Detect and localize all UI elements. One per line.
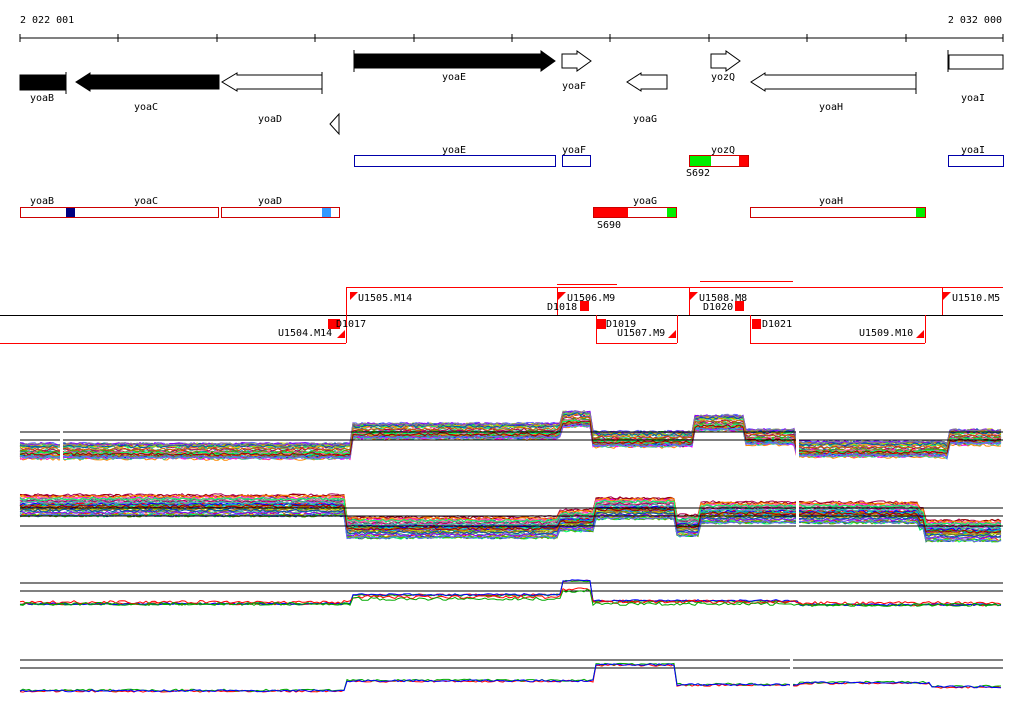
coordinate-ruler: 2 022 001 2 032 000 [19,15,1004,42]
segment-label: U1506.M9 [567,293,615,304]
gene-yozQ[interactable]: yozQ [710,50,741,83]
ruler-end-label: 2 032 000 [948,15,1002,26]
transcript-yoaF[interactable]: yoaF [562,145,591,167]
gene-yoaB[interactable]: yoaB [19,72,67,104]
gene-label-yoaB: yoaB [30,93,54,104]
svg-text:yozQ: yozQ [711,145,735,156]
reverse-transcript-track: yoaB yoaC yoaD yoaG S690 yoaH [20,196,926,231]
expression-profile-tracks [19,409,1003,695]
transcript-yoaC[interactable]: yoaC [20,196,219,218]
transcript-yoaH[interactable]: yoaH [750,196,926,218]
breakpoint-label: D1019 [606,319,636,330]
breakpoint-label: D1018 [547,302,577,313]
svg-text:yoaD: yoaD [258,196,282,207]
transcript-yoaD[interactable]: yoaD [221,196,340,218]
ruler-start-label: 2 022 001 [20,15,74,26]
gene-label-yoaE: yoaE [442,72,466,83]
breakpoint-label: D1020 [703,302,733,313]
profile-track-1 [19,409,1003,461]
transcript-yoaB[interactable]: yoaB [30,196,54,207]
svg-text:yoaB: yoaB [30,196,54,207]
svg-text:yoaC: yoaC [134,196,158,207]
site-label-S692: S692 [686,168,710,179]
transcript-yoaI[interactable]: yoaI [948,145,1004,167]
forward-transcript-track: yoaE yoaF yozQ S692 yoaI [354,145,1004,179]
gene-yoaC[interactable]: yoaC [75,72,220,113]
gene-label-yoaD: yoaD [258,114,282,125]
transcript-yozQ[interactable]: yozQ S692 [686,145,749,179]
gene-yoaF[interactable]: yoaF [561,50,592,92]
gene-yoaE[interactable]: yoaE [353,50,556,83]
profile-track-2 [19,492,1003,543]
gene-label-yoaC: yoaC [134,102,158,113]
profile-track-3 [19,579,1003,607]
gene-track: yoaB yoaC yoaD yoaE yoaF yoaG [19,50,1004,136]
segmentation-track: U1505.M14 U1506.M9 U1508.M8 U1510.M5 U15… [0,281,1003,344]
svg-text:yoaH: yoaH [819,196,843,207]
gene-yoaH[interactable]: yoaH [750,72,917,113]
gene-yoaD[interactable]: yoaD [221,72,340,136]
svg-text:yoaF: yoaF [562,145,586,156]
svg-text:yoaE: yoaE [442,145,466,156]
breakpoint-label: D1021 [762,319,792,330]
segment-label: U1508.M8 [699,293,747,304]
segment-label: U1510.M5 [952,293,1000,304]
segment-label: U1505.M14 [358,293,412,304]
segment-label: U1509.M10 [859,328,913,339]
segment-label: U1507.M9 [617,328,665,339]
gene-label-yozQ: yozQ [711,72,735,83]
transcript-yoaE[interactable]: yoaE [354,145,556,167]
gene-yoaI[interactable]: yoaI [947,50,1004,104]
profile-track-4 [19,659,1003,693]
gene-label-yoaH: yoaH [819,102,843,113]
svg-text:yoaG: yoaG [633,196,657,207]
gene-label-yoaG: yoaG [633,114,657,125]
segment-label: U1504.M14 [278,328,332,339]
gene-label-yoaI: yoaI [961,93,985,104]
breakpoint-label: D1017 [336,319,366,330]
site-label-S690: S690 [597,220,621,231]
svg-text:yoaI: yoaI [961,145,985,156]
gene-label-yoaF: yoaF [562,81,586,92]
transcript-yoaG[interactable]: yoaG S690 [593,196,677,231]
gene-yoaG[interactable]: yoaG [626,72,668,125]
